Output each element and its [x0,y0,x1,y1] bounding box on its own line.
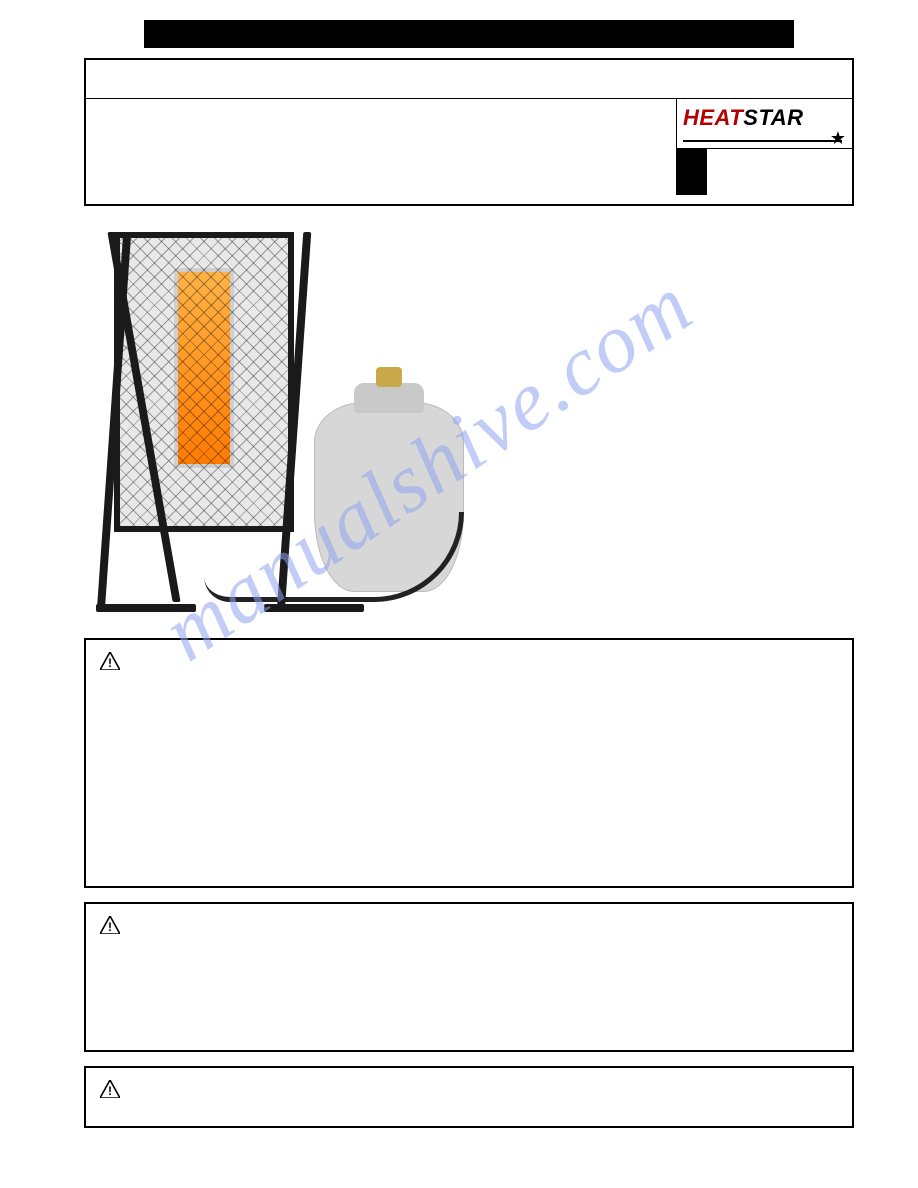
foot [264,604,364,612]
brand-logo: HEATSTAR BY ENERCO ★ [677,99,852,149]
tank-collar [354,383,424,413]
warning-head: ! WARNING: [100,916,838,934]
model-value: HS35LP [713,169,846,185]
warning-box-1: ! GENERAL HAZARD WARNING: FAILURE TO COM… [84,638,854,888]
model-cell: Model # HS35LP [677,149,852,195]
product-photo [84,222,494,622]
logo-rule [683,140,842,142]
footer-left: 09/16 [84,1165,109,1176]
mesh [120,238,288,526]
star-icon: ★ [830,128,846,149]
svg-text:!: ! [108,656,112,670]
product-row: READ INSTRUCTIONS CAREFULLY: Read and fo… [84,222,854,622]
warn2-b1: FIRE, BURN, INHALATION, AND EXPLOSION HA… [100,940,838,1008]
header-right: HEATSTAR BY ENERCO ★ Model # HS35LP [676,99,852,195]
svg-text:!: ! [108,1084,112,1098]
warning-body: FIRE, BURN, INHALATION, AND EXPLOSION HA… [100,940,838,1008]
logo-under: BY ENERCO [683,129,846,136]
warn1-head: GENERAL HAZARD WARNING: [132,652,339,668]
page-content: RADIANT PROPANE CONSTRUCTION HEATER OPER… [84,20,854,1142]
side-text: READ INSTRUCTIONS CAREFULLY: Read and fo… [514,222,854,622]
sub-line-2: 35,000 BTU/HR PORTABLE PROPANE RADIANT H… [98,123,664,141]
warn1-b3: IF YOU NEED ASSISTANCE OR HEATER INFORMA… [100,756,838,790]
model-label: Model # [713,153,846,169]
header-top: RADIANT PROPANE CONSTRUCTION HEATER [86,60,852,99]
title: RADIANT PROPANE CONSTRUCTION HEATER [98,68,840,92]
warn1-b1: FAILURE TO COMPLY WITH THE PRECAUTIONS A… [100,676,838,727]
warning-icon: ! [100,1080,120,1098]
footer-right: 73834 [826,1165,854,1176]
logo-star: STAR [743,105,803,130]
svg-text:!: ! [108,920,112,934]
warning-body: FAILURE TO COMPLY WITH THE PRECAUTIONS A… [100,676,838,789]
model-dark-tab [677,149,707,195]
warning-head: ! WARNING: NOT FOR HOME OR RECREATIONAL … [100,1080,838,1098]
warn1-b2: ONLY PERSONS WHO CAN UNDERSTAND AND FOLL… [100,733,838,750]
foot [96,604,196,612]
footer: 09/16 73834 [84,1165,854,1176]
warning-box-3: ! WARNING: NOT FOR HOME OR RECREATIONAL … [84,1066,854,1128]
title-bar [144,20,794,48]
warning-head: ! GENERAL HAZARD WARNING: [100,652,838,670]
logo-heat: HEAT [683,105,743,130]
heater-frame [114,232,324,612]
warn3-b1: NOT FOR HOME OR RECREATIONAL VEHICLE USE… [208,1080,553,1096]
warning-box-2: ! WARNING: FIRE, BURN, INHALATION, AND E… [84,902,854,1052]
warn2-head: WARNING: [132,916,204,932]
side-p1: READ INSTRUCTIONS CAREFULLY: Read and fo… [514,222,854,297]
model-text: Model # HS35LP [707,149,852,195]
side-p2: YOUR SAFETY IS MOST IMPORTANT TO US! [514,307,854,322]
tank-valve [376,367,402,387]
warning-icon: ! [100,916,120,934]
sub-line-1: OPERATING INSTRUCTIONS AND OWNER'S MANUA… [98,105,664,123]
warn3-head: WARNING: [132,1080,204,1096]
header-sub: OPERATING INSTRUCTIONS AND OWNER'S MANUA… [86,99,676,195]
header-bottom: OPERATING INSTRUCTIONS AND OWNER'S MANUA… [86,99,852,195]
warning-icon: ! [100,652,120,670]
header-box: RADIANT PROPANE CONSTRUCTION HEATER OPER… [84,58,854,206]
